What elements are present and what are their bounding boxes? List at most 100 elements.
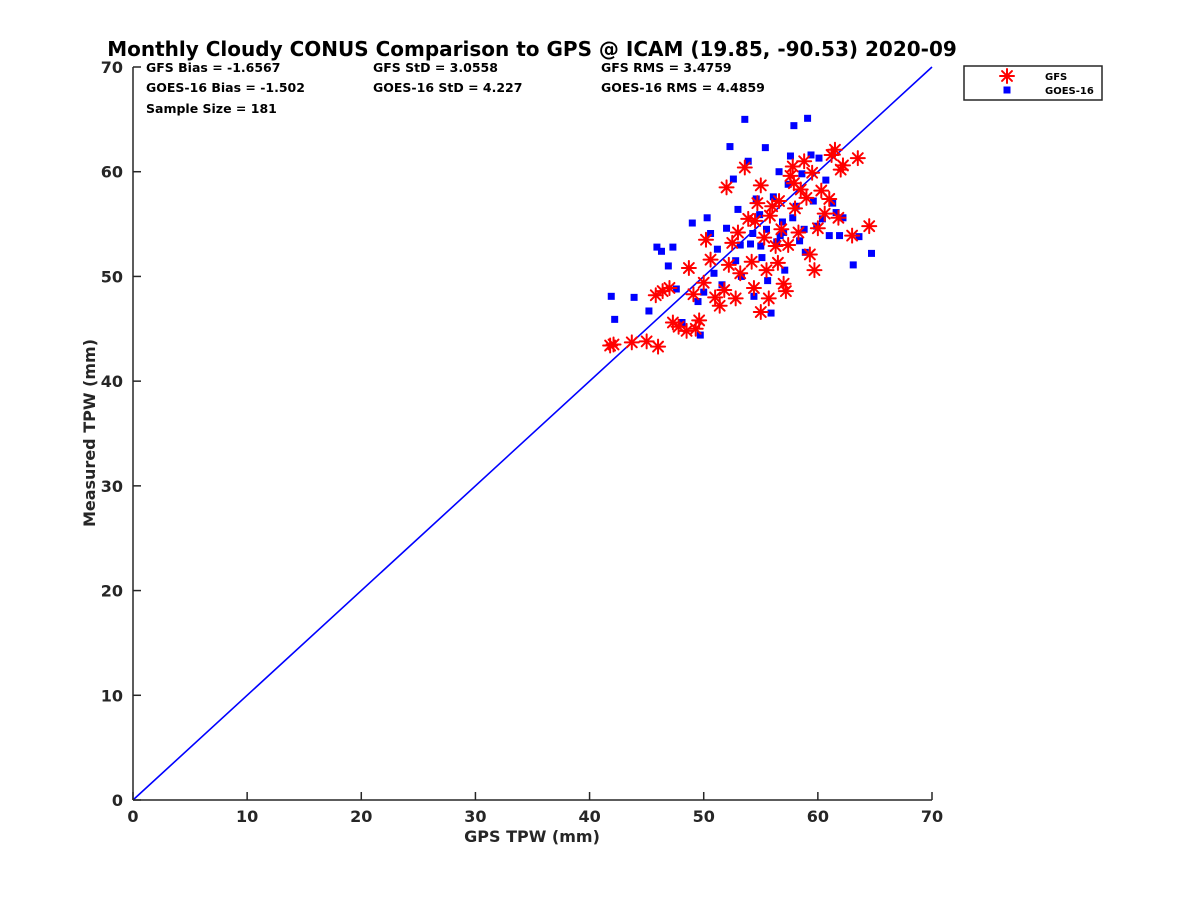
stat-annotation: GOES-16 Bias = -1.502	[146, 80, 305, 95]
gfs-point	[747, 212, 764, 229]
legend-label: GOES-16	[1045, 86, 1094, 97]
goes-16-point	[778, 218, 786, 226]
gfs-point	[716, 282, 733, 299]
goes-16-point	[749, 229, 757, 237]
gfs-point	[729, 224, 746, 241]
gfs-point	[711, 297, 728, 314]
x-axis-ticks: 0 10 20 30 40 50 60 70	[127, 792, 943, 826]
goes-16-point	[707, 229, 715, 237]
x-tick-label: 0	[127, 807, 138, 826]
gfs-point	[702, 251, 719, 268]
gfs-point	[695, 274, 712, 291]
gfs-point	[661, 279, 678, 296]
goes-16-point	[757, 242, 765, 250]
stat-annotation: GOES-16 RMS = 4.4859	[601, 80, 765, 95]
goes-16-point	[809, 197, 817, 205]
gfs-point	[787, 200, 804, 217]
goes-16-point	[752, 195, 760, 203]
gfs-point	[736, 159, 753, 176]
gfs-point	[605, 336, 622, 353]
goes-16-point	[773, 238, 781, 246]
goes-16-point	[868, 249, 876, 257]
x-tick-label: 20	[350, 807, 372, 826]
gfs-point	[650, 338, 667, 355]
goes-16-point	[832, 209, 840, 217]
gfs-point	[697, 231, 714, 248]
y-tick-label: 40	[101, 372, 123, 391]
gfs-point	[784, 158, 801, 175]
goes-16-point	[756, 211, 764, 219]
gfs-point	[758, 262, 775, 279]
gfs-point	[834, 157, 851, 174]
gfs-point	[718, 179, 735, 196]
goes-16-point	[710, 269, 718, 277]
goes-16-point	[762, 225, 770, 233]
y-tick-label: 70	[101, 58, 123, 77]
gfs-point	[801, 246, 818, 263]
gfs-point	[826, 141, 843, 158]
goes-16-point	[822, 176, 830, 184]
goes-16-point	[825, 232, 833, 240]
gfs-point	[809, 220, 826, 237]
gfs-point	[804, 164, 821, 181]
goes-16-point	[669, 243, 677, 251]
goes-16-point	[736, 241, 744, 249]
x-axis-label: GPS TPW (mm)	[464, 827, 600, 846]
goes-16-point	[786, 152, 794, 160]
y-axis-ticks: 0 10 20 30 40 50 60 70	[101, 58, 141, 810]
goes-16-point	[767, 309, 775, 317]
gfs-point	[821, 190, 838, 207]
gfs-point	[724, 234, 741, 251]
gfs-point	[752, 304, 769, 321]
legend: GFS GOES-16	[963, 65, 1103, 101]
goes-16-point	[700, 288, 708, 296]
goes-16-point	[800, 225, 808, 233]
legend-label: GFS	[1045, 72, 1067, 83]
goes-16-point	[703, 214, 711, 222]
gfs-point	[720, 256, 737, 273]
goes-16-point	[807, 151, 815, 159]
x-tick-label: 30	[464, 807, 486, 826]
gfs-point	[790, 224, 807, 241]
gfs-point	[623, 334, 640, 351]
y-axis-label: Measured TPW (mm)	[80, 339, 99, 527]
y-tick-label: 0	[112, 791, 123, 810]
gfs-point	[764, 198, 781, 215]
gfs-point	[769, 254, 786, 271]
goes-16-point	[775, 168, 783, 176]
stats-annotations: GFS Bias = -1.6567 GFS StD = 3.0558 GFS RM…	[146, 60, 765, 116]
x-tick-label: 50	[693, 807, 715, 826]
gfs-point	[760, 290, 777, 307]
goes-16-point	[769, 193, 777, 201]
goes-16-point	[713, 245, 721, 253]
legend-marker-goes-16	[1003, 86, 1011, 94]
goes-16-point	[855, 233, 863, 241]
gfs-point	[806, 262, 823, 279]
gfs-point	[749, 195, 766, 212]
goes-16-point	[645, 307, 653, 315]
goes-16-point	[764, 277, 772, 285]
gfs-point	[727, 290, 744, 307]
gfs-point	[685, 286, 702, 303]
gfs-point	[761, 207, 778, 224]
goes-16-point	[849, 261, 857, 269]
x-tick-label: 70	[921, 807, 943, 826]
gfs-point	[745, 279, 762, 296]
goes-16-point	[798, 170, 806, 178]
x-tick-label: 60	[807, 807, 829, 826]
gfs-point	[816, 205, 833, 222]
goes-16-point	[781, 266, 789, 274]
gfs-point	[638, 333, 655, 350]
goes-16-point	[784, 180, 792, 188]
gfs-point	[861, 218, 878, 235]
gfs-point	[773, 221, 790, 238]
y-tick-label: 50	[101, 267, 123, 286]
gfs-point	[678, 322, 695, 339]
goes-16-point	[790, 122, 798, 130]
goes-16-point	[801, 248, 809, 256]
stat-annotation: GFS Bias = -1.6567	[146, 60, 280, 75]
goes-16-point	[789, 214, 797, 222]
goes-16-point	[694, 298, 702, 306]
